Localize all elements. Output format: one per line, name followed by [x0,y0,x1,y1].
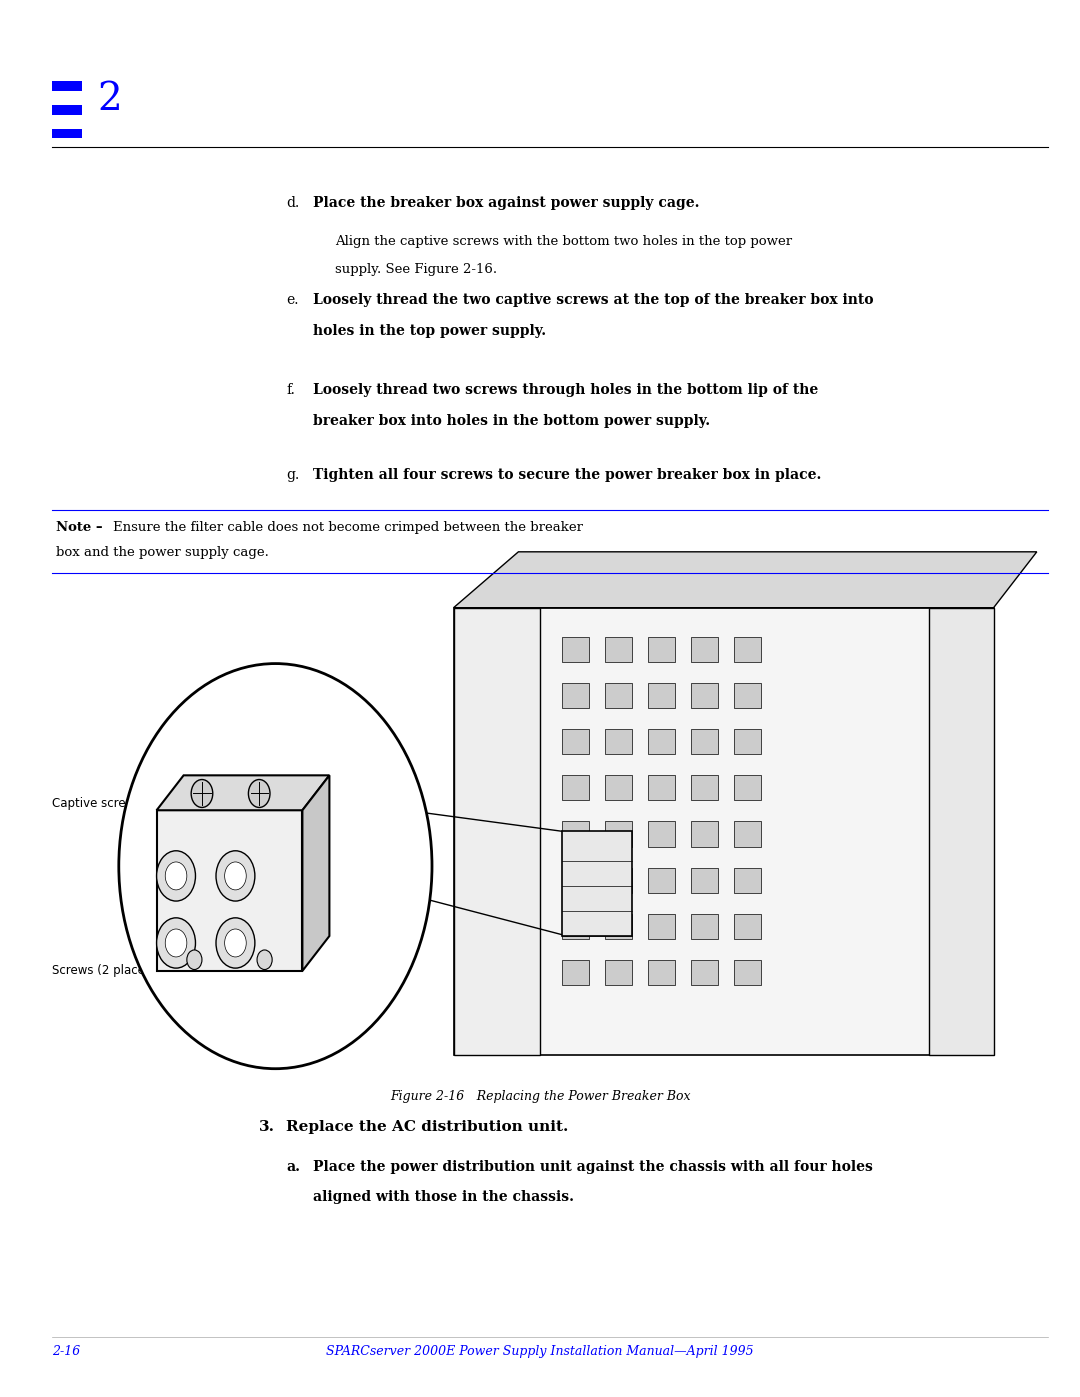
Bar [454,608,540,1055]
Bar [734,821,761,847]
Text: f.: f. [286,383,295,397]
Polygon shape [302,775,329,971]
Bar [648,914,675,939]
Circle shape [119,664,432,1069]
Bar [562,821,589,847]
Bar [605,683,632,708]
Bar [562,831,632,936]
Circle shape [187,950,202,970]
Bar [157,810,302,971]
Bar [691,960,718,985]
Bar [648,637,675,662]
Bar [691,729,718,754]
Bar [691,683,718,708]
Text: d.: d. [286,196,299,210]
Text: Captive screws (2 places): Captive screws (2 places) [52,796,203,810]
Text: a.: a. [286,1160,300,1173]
Bar [734,960,761,985]
Bar [734,729,761,754]
Text: supply. See Figure 2-16.: supply. See Figure 2-16. [335,263,497,275]
Bar [734,868,761,893]
Bar [454,608,994,1055]
Bar [691,914,718,939]
Text: g.: g. [286,468,299,482]
Bar [562,960,589,985]
Bar [691,821,718,847]
Bar [605,960,632,985]
Bar [734,914,761,939]
Polygon shape [157,775,329,810]
Bar [562,729,589,754]
Bar [691,637,718,662]
Text: Loosely thread two screws through holes in the bottom lip of the: Loosely thread two screws through holes … [313,383,819,397]
Bar [648,775,675,800]
Text: Align the captive screws with the bottom two holes in the top power: Align the captive screws with the bottom… [335,235,792,247]
Text: box and the power supply cage.: box and the power supply cage. [56,546,269,559]
Text: 3.: 3. [259,1120,275,1134]
Text: Replace the AC distribution unit.: Replace the AC distribution unit. [286,1120,568,1134]
Bar [562,683,589,708]
Circle shape [165,862,187,890]
FancyBboxPatch shape [52,81,82,91]
Text: Place the breaker box against power supply cage.: Place the breaker box against power supp… [313,196,700,210]
Bar [605,775,632,800]
Bar [562,868,589,893]
Circle shape [216,918,255,968]
Circle shape [225,862,246,890]
Text: Screws (2 places, hidden): Screws (2 places, hidden) [52,964,204,978]
Bar [648,868,675,893]
Text: Loosely thread the two captive screws at the top of the breaker box into: Loosely thread the two captive screws at… [313,293,874,307]
Circle shape [165,929,187,957]
Circle shape [191,780,213,807]
Text: Tighten all four screws to secure the power breaker box in place.: Tighten all four screws to secure the po… [313,468,822,482]
Bar [734,775,761,800]
Text: breaker box into holes in the bottom power supply.: breaker box into holes in the bottom pow… [313,414,711,427]
Text: holes in the top power supply.: holes in the top power supply. [313,324,546,338]
Bar [691,868,718,893]
Circle shape [216,851,255,901]
Circle shape [225,929,246,957]
Text: aligned with those in the chassis.: aligned with those in the chassis. [313,1190,575,1204]
Circle shape [248,780,270,807]
FancyBboxPatch shape [52,129,82,138]
Bar [929,608,994,1055]
Bar [605,637,632,662]
Bar [648,821,675,847]
Text: Figure 2-16  Replacing the Power Breaker Box: Figure 2-16 Replacing the Power Breaker … [390,1090,690,1102]
Bar [562,914,589,939]
Bar [734,683,761,708]
FancyBboxPatch shape [52,105,82,115]
Bar [648,683,675,708]
Circle shape [157,851,195,901]
Polygon shape [454,552,1037,608]
Bar [562,637,589,662]
Text: Note –: Note – [56,521,103,534]
Bar [605,729,632,754]
Bar [648,729,675,754]
Bar [734,637,761,662]
Bar [605,868,632,893]
Text: 2: 2 [97,81,122,117]
Text: e.: e. [286,293,299,307]
Text: 2-16: 2-16 [52,1345,80,1358]
Bar [648,960,675,985]
Text: Ensure the filter cable does not become crimped between the breaker: Ensure the filter cable does not become … [113,521,583,534]
Circle shape [157,918,195,968]
Bar [605,821,632,847]
Text: SPARCserver 2000E Power Supply Installation Manual—April 1995: SPARCserver 2000E Power Supply Installat… [326,1345,754,1358]
Bar [605,914,632,939]
Bar [562,775,589,800]
Bar [691,775,718,800]
Text: Place the power distribution unit against the chassis with all four holes: Place the power distribution unit agains… [313,1160,873,1173]
Circle shape [257,950,272,970]
